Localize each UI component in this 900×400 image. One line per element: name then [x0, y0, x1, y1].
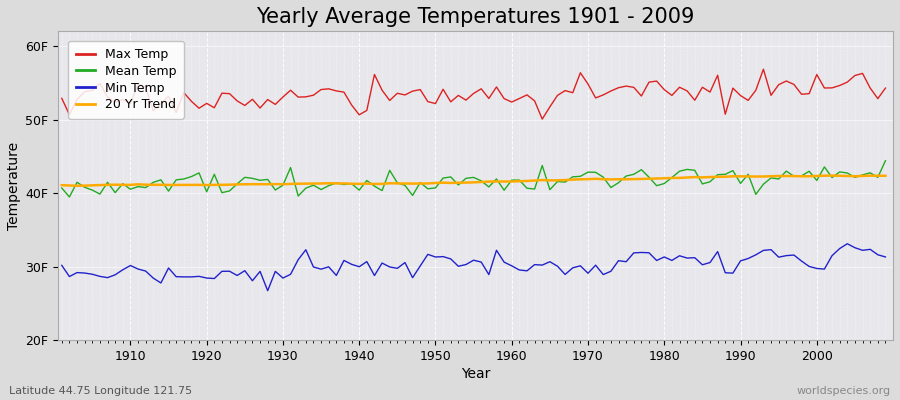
Legend: Max Temp, Mean Temp, Min Temp, 20 Yr Trend: Max Temp, Mean Temp, Min Temp, 20 Yr Tre… [68, 41, 184, 119]
Title: Yearly Average Temperatures 1901 - 2009: Yearly Average Temperatures 1901 - 2009 [256, 7, 695, 27]
Text: worldspecies.org: worldspecies.org [796, 386, 891, 396]
Text: Latitude 44.75 Longitude 121.75: Latitude 44.75 Longitude 121.75 [9, 386, 192, 396]
Y-axis label: Temperature: Temperature [7, 142, 21, 230]
X-axis label: Year: Year [461, 367, 491, 381]
